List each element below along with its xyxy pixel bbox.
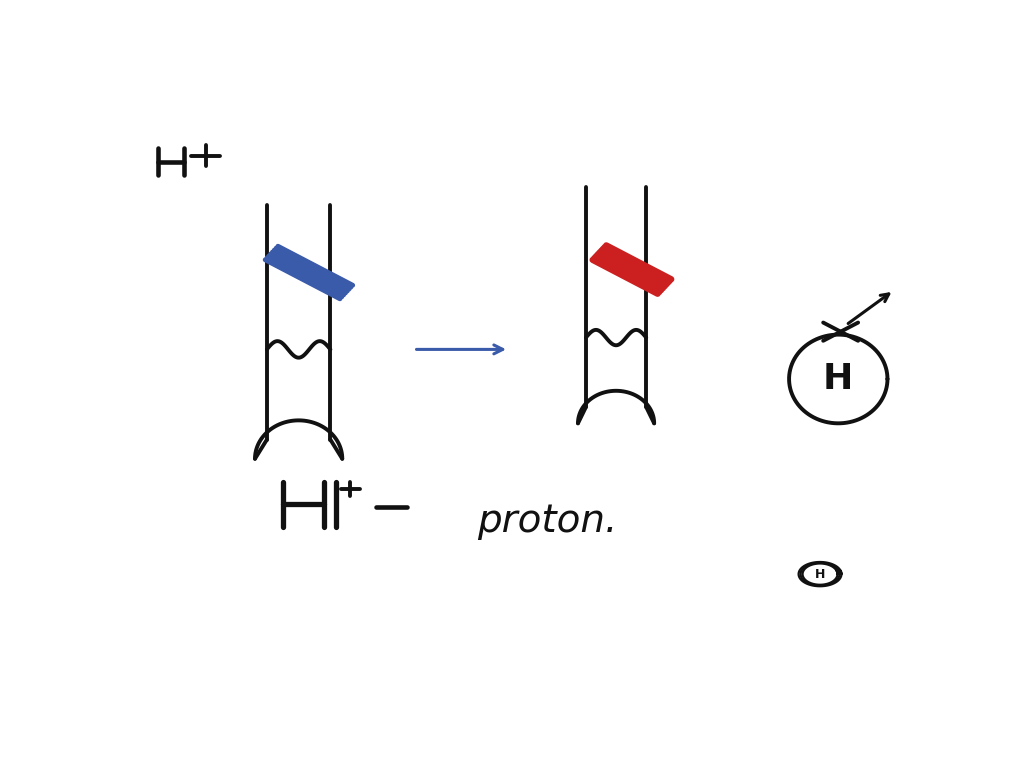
- Text: H: H: [823, 362, 853, 396]
- Text: proton.: proton.: [477, 502, 617, 540]
- Text: H: H: [815, 568, 825, 581]
